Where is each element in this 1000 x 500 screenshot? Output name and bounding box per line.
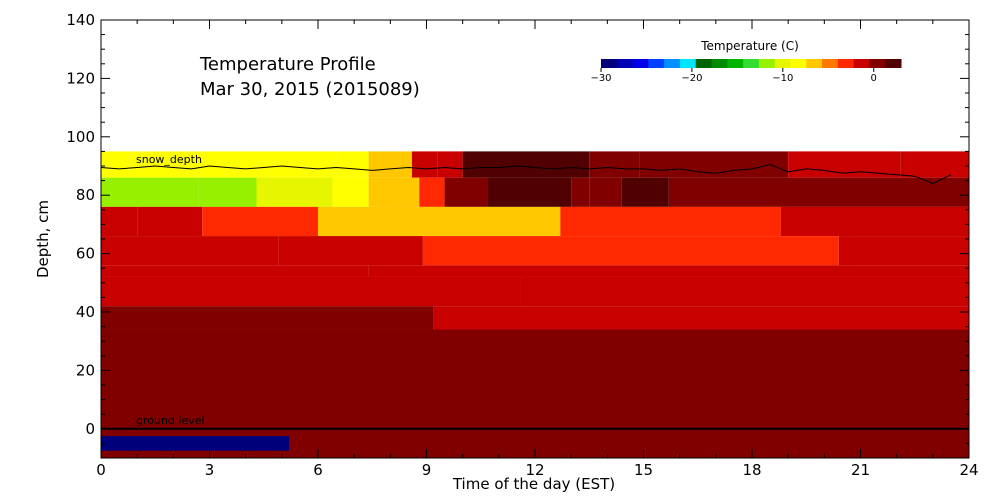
colorbar-cell (885, 59, 902, 68)
heat-cell-5-0 (101, 276, 521, 307)
heat-cell-0-0 (101, 151, 337, 178)
colorbar-cell (679, 59, 697, 68)
heat-cell-3-2 (422, 236, 839, 266)
heat-cell-1-9 (589, 177, 622, 207)
colorbar-cell (837, 59, 855, 68)
y-axis-title: Depth, cm (34, 200, 52, 278)
colorbar-cell (711, 59, 728, 68)
snow-depth-line (100, 163, 952, 185)
colorbar-ticks: −30 −20 −10 0 (590, 68, 877, 84)
colorbar-tick-label: −10 (772, 73, 793, 84)
x-tick-label: 15 (634, 461, 653, 479)
heat-cell-9-0 (101, 436, 290, 451)
y-tick-label: 40 (76, 303, 95, 321)
heat-cell-0-4 (437, 151, 463, 178)
y-tick-label: 100 (66, 128, 95, 146)
heat-cell-0-3 (412, 151, 438, 178)
ticks-layer (100, 19, 970, 459)
colorbar-tick-label: −20 (681, 73, 702, 84)
heat-cell-1-6 (444, 177, 488, 207)
heat-cell-6-1 (433, 306, 969, 330)
x-tick-label: 24 (959, 461, 978, 479)
colorbar-cell (758, 59, 776, 68)
colorbar-tick-label: 0 (871, 73, 877, 84)
heat-cell-2-1 (137, 206, 203, 237)
x-tick-label: 9 (422, 461, 432, 479)
heat-cell-1-5 (419, 177, 445, 207)
y-tick-label: 60 (76, 245, 95, 263)
colorbar-tick-label: −30 (590, 73, 611, 84)
heat-cell-3-0 (101, 236, 279, 266)
heat-cell-2-2 (202, 206, 318, 237)
colorbar-cell (616, 59, 634, 68)
snow-depth-label: snow_depth (136, 153, 202, 166)
colorbar-cell (806, 59, 823, 68)
y-tick-label: 20 (76, 361, 95, 379)
chart-subtitle: Mar 30, 2015 (2015089) (200, 79, 420, 100)
x-tick-label: 3 (205, 461, 215, 479)
heat-cell-0-1 (336, 151, 369, 178)
colorbar-cell (695, 59, 713, 68)
heat-cell-1-2 (256, 177, 333, 207)
ground-level-label: ground level (136, 414, 205, 427)
colorbar-cell (727, 59, 744, 68)
heat-cell-6-0 (101, 306, 434, 330)
heat-cell-1-10 (621, 177, 669, 207)
y-tick-label: 140 (66, 11, 95, 29)
heat-cell-2-5 (780, 206, 969, 237)
heat-cell-0-9 (900, 151, 969, 178)
colorbar-cell (790, 59, 807, 68)
colorbar-cells (601, 59, 902, 68)
heat-cell-1-4 (368, 177, 420, 207)
y-tick-label: 120 (66, 69, 95, 87)
x-tick-label: 6 (313, 461, 323, 479)
heat-cell-1-8 (571, 177, 590, 207)
heat-cell-1-3 (332, 177, 369, 207)
colorbar-label: Temperature (C) (700, 39, 799, 53)
labels-layer: 0 3 6 9 12 15 18 21 24 0 20 40 60 80 100 120 140 (66, 11, 978, 479)
colorbar: Temperature (C) −30 −20 −10 0 (590, 39, 902, 84)
heat-cell-2-3 (318, 206, 561, 237)
y-tick-label: 0 (85, 420, 95, 438)
heat-cell-1-11 (668, 177, 969, 207)
lines-layer (100, 163, 969, 430)
colorbar-cell (664, 59, 681, 68)
heat-cell-0-7 (639, 151, 789, 178)
colorbar-cell (601, 59, 618, 68)
x-tick-label: 12 (525, 461, 544, 479)
heat-cell-0-5 (462, 151, 590, 178)
colorbar-cell (822, 59, 839, 68)
heatmap-layer (101, 151, 970, 458)
heat-cell-1-1 (198, 177, 257, 207)
heat-cell-0-2 (368, 151, 413, 178)
heat-cell-7-0 (101, 329, 969, 429)
heat-cell-5-1 (520, 276, 969, 307)
colorbar-cell (774, 59, 791, 68)
x-tick-label: 21 (851, 461, 870, 479)
heat-cell-3-3 (838, 236, 969, 266)
colorbar-cell (869, 59, 886, 68)
heat-cell-1-0 (101, 177, 199, 207)
x-tick-label: 18 (742, 461, 761, 479)
colorbar-cell (648, 59, 665, 68)
colorbar-cell (853, 59, 870, 68)
chart-title: Temperature Profile (199, 54, 376, 75)
heat-cell-4-1 (368, 265, 970, 277)
heat-cell-2-4 (560, 206, 781, 237)
colorbar-cell (632, 59, 649, 68)
heat-cell-4-0 (101, 265, 369, 277)
x-tick-label: 0 (96, 461, 106, 479)
x-axis-title: Time of the day (EST) (452, 475, 615, 493)
y-tick-label: 80 (76, 186, 95, 204)
heat-cell-0-6 (589, 151, 640, 178)
heat-cell-2-0 (101, 206, 138, 237)
colorbar-cell (743, 59, 760, 68)
heat-cell-1-7 (487, 177, 572, 207)
heat-cell-3-1 (278, 236, 423, 266)
